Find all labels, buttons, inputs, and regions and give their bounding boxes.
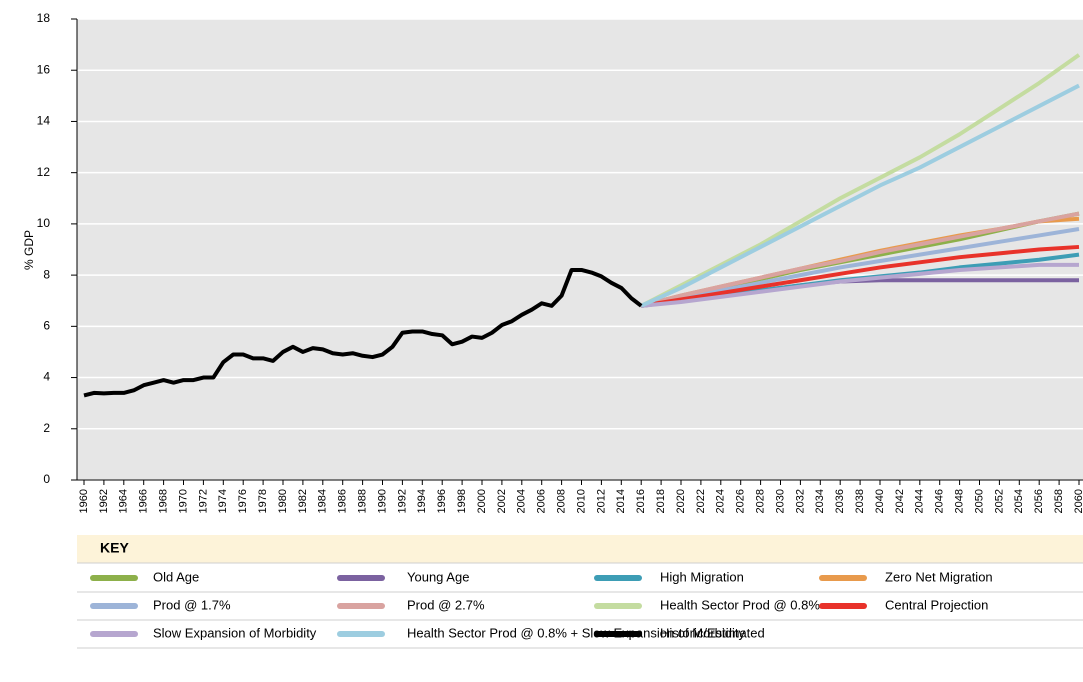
y-tick-label: 4: [43, 370, 50, 384]
x-tick-label: 2022: [695, 489, 707, 513]
legend-label: Health Sector Prod @ 0.8%: [660, 597, 820, 612]
x-tick-label: 2044: [914, 489, 926, 513]
x-tick-label: 2056: [1033, 489, 1045, 513]
legend-header: [77, 535, 1083, 563]
x-tick-label: 2008: [556, 489, 568, 513]
x-tick-label: 1960: [78, 489, 90, 513]
y-tick-label: 18: [37, 11, 51, 25]
y-tick-label: 2: [43, 421, 50, 435]
x-tick-label: 1974: [217, 489, 229, 513]
legend-title: KEY: [100, 540, 129, 556]
x-tick-label: 1980: [277, 489, 289, 513]
x-tick-label: 2014: [615, 489, 627, 513]
x-tick-label: 2054: [1013, 489, 1025, 513]
y-tick-label: 14: [37, 114, 51, 128]
series-line: [641, 262, 1079, 308]
x-tick-label: 2016: [635, 489, 647, 513]
x-tick-label: 1972: [197, 489, 209, 513]
x-tick-label: 1962: [98, 489, 110, 513]
x-tick-label: 2046: [934, 489, 946, 513]
x-tick-label: 1992: [396, 489, 408, 513]
x-tick-label: 2060: [1073, 489, 1083, 513]
legend-label: Slow Expansion of Morbidity: [153, 625, 317, 640]
x-tick-label: 1984: [317, 489, 329, 513]
x-tick-label: 2028: [755, 489, 767, 513]
legend-label: Zero Net Migration: [885, 569, 993, 584]
x-tick-label: 1970: [177, 489, 189, 513]
plot-area: [77, 19, 1083, 480]
x-tick-label: 2038: [854, 489, 866, 513]
x-tick-label: 1978: [257, 489, 269, 513]
series-line: [640, 244, 1080, 308]
x-tick-label: 2040: [874, 489, 886, 513]
x-tick-label: 2052: [993, 489, 1005, 513]
legend-label: Prod @ 2.7%: [407, 597, 485, 612]
legend-label: Central Projection: [885, 597, 988, 612]
x-tick-label: 1988: [357, 489, 369, 513]
x-tick-label: 2012: [595, 489, 607, 513]
series-line: [83, 267, 643, 398]
y-axis-label: % GDP: [22, 230, 36, 270]
x-tick-label: 2058: [1053, 489, 1065, 513]
x-tick-label: 1968: [158, 489, 170, 513]
y-tick-label: 16: [37, 62, 51, 76]
series-line: [640, 83, 1080, 308]
x-tick-label: 2036: [834, 489, 846, 513]
x-tick-label: 2004: [516, 489, 528, 513]
x-tick-label: 2006: [536, 489, 548, 513]
legend-label: High Migration: [660, 569, 744, 584]
x-tick-label: 1964: [118, 489, 130, 513]
x-tick-label: 1990: [376, 489, 388, 513]
x-tick-label: 2024: [715, 489, 727, 513]
y-tick-label: 6: [43, 319, 50, 333]
series-line: [640, 211, 1080, 308]
x-tick-label: 2030: [774, 489, 786, 513]
legend-label: Prod @ 1.7%: [153, 597, 231, 612]
plot: 0 2 4 6 8 10 12 14 16 18 1960 1962 1964 1966 1968 1970 1…: [37, 11, 1083, 513]
series-line: [640, 227, 1080, 308]
x-tick-label: 2048: [954, 489, 966, 513]
x-tick-label: 2034: [814, 489, 826, 513]
legend-label: Old Age: [153, 569, 199, 584]
x-tick-label: 1986: [337, 489, 349, 513]
x-tick-label: 2000: [476, 489, 488, 513]
x-tick-label: 1998: [456, 489, 468, 513]
x-tick-label: 1982: [297, 489, 309, 513]
x-tick-label: 2050: [973, 489, 985, 513]
y-tick-label: 12: [37, 165, 51, 179]
series-line: [640, 53, 1081, 308]
y-tick-label: 10: [37, 216, 51, 230]
legend: Old Age Young Age High Migration Zero Net M…: [77, 562, 1083, 649]
x-tick-label: 2018: [655, 489, 667, 513]
x-tick-label: 1996: [436, 489, 448, 513]
y-tick-label: 8: [43, 267, 50, 281]
x-tick-label: 1976: [237, 489, 249, 513]
legend-label: Young Age: [407, 569, 469, 584]
x-tick-label: 2020: [675, 489, 687, 513]
x-tick-label: 2002: [496, 489, 508, 513]
y-tick-label: 0: [43, 472, 50, 486]
x-tick-label: 2010: [575, 489, 587, 513]
x-tick-label: 2042: [894, 489, 906, 513]
x-tick-label: 1994: [416, 489, 428, 513]
x-tick-label: 2026: [735, 489, 747, 513]
x-tick-label: 1966: [138, 489, 150, 513]
x-tick-label: 2032: [794, 489, 806, 513]
legend-label: Historic/Estimated: [660, 625, 765, 640]
legend-label: Health Sector Prod @ 0.8% + Slow Expansi…: [407, 625, 746, 640]
